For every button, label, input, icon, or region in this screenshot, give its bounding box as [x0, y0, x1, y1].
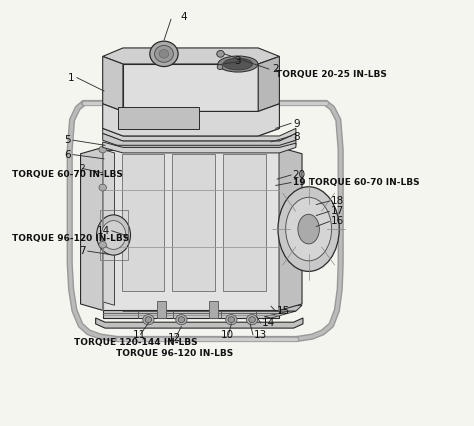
- Circle shape: [159, 50, 169, 58]
- Polygon shape: [103, 128, 296, 141]
- Text: 19 TORQUE 60-70 IN-LBS: 19 TORQUE 60-70 IN-LBS: [292, 178, 419, 187]
- Ellipse shape: [286, 197, 332, 261]
- Polygon shape: [123, 64, 258, 112]
- Ellipse shape: [278, 187, 339, 271]
- Text: 3: 3: [234, 57, 240, 66]
- Text: 17: 17: [331, 206, 345, 216]
- Circle shape: [226, 314, 237, 325]
- Ellipse shape: [218, 56, 258, 72]
- Polygon shape: [103, 311, 279, 318]
- Text: 16: 16: [331, 216, 345, 227]
- Text: 6: 6: [64, 150, 71, 160]
- Polygon shape: [103, 133, 296, 147]
- Polygon shape: [173, 154, 215, 291]
- Polygon shape: [121, 154, 164, 291]
- Text: 11: 11: [132, 330, 146, 340]
- Text: TORQUE 20-25 IN-LBS: TORQUE 20-25 IN-LBS: [276, 70, 386, 79]
- Text: 14: 14: [262, 318, 275, 328]
- Text: TORQUE 96-120 IN-LBS: TORQUE 96-120 IN-LBS: [116, 349, 233, 358]
- Circle shape: [99, 184, 107, 191]
- Text: 1: 1: [68, 72, 74, 83]
- Circle shape: [246, 314, 258, 325]
- Text: 2: 2: [273, 64, 279, 74]
- Text: 12: 12: [168, 333, 182, 343]
- Circle shape: [176, 314, 187, 325]
- Polygon shape: [118, 107, 199, 129]
- Polygon shape: [279, 147, 302, 311]
- Polygon shape: [96, 318, 303, 328]
- Ellipse shape: [298, 214, 319, 244]
- Text: 2: 2: [79, 164, 85, 173]
- Bar: [157, 301, 166, 318]
- Text: 4: 4: [181, 12, 188, 23]
- Circle shape: [249, 317, 255, 322]
- Text: 14: 14: [97, 226, 110, 236]
- Ellipse shape: [101, 221, 126, 249]
- Text: TORQUE 96-120 IN-LBS: TORQUE 96-120 IN-LBS: [12, 234, 129, 243]
- Text: TORQUE 120-144 IN-LBS: TORQUE 120-144 IN-LBS: [74, 337, 198, 347]
- Text: 9: 9: [293, 119, 300, 129]
- Text: 8: 8: [293, 132, 300, 142]
- Circle shape: [143, 314, 154, 325]
- Polygon shape: [223, 154, 266, 291]
- Circle shape: [155, 46, 173, 62]
- Text: 15: 15: [277, 306, 290, 316]
- Circle shape: [178, 317, 185, 322]
- Text: 20: 20: [292, 170, 306, 180]
- Polygon shape: [81, 147, 103, 311]
- Polygon shape: [258, 56, 279, 112]
- Polygon shape: [103, 142, 296, 153]
- Polygon shape: [103, 56, 123, 112]
- Polygon shape: [103, 140, 296, 150]
- Text: 10: 10: [221, 330, 234, 340]
- Circle shape: [99, 146, 107, 153]
- Circle shape: [217, 51, 224, 57]
- Text: 18: 18: [331, 196, 345, 206]
- Ellipse shape: [97, 215, 130, 255]
- Polygon shape: [103, 150, 115, 305]
- Circle shape: [145, 317, 152, 322]
- Polygon shape: [123, 305, 302, 311]
- Text: 5: 5: [64, 135, 71, 145]
- Bar: [209, 301, 218, 318]
- Ellipse shape: [223, 58, 253, 70]
- Polygon shape: [103, 147, 279, 311]
- Text: 7: 7: [80, 246, 86, 256]
- Circle shape: [217, 64, 223, 69]
- Text: 13: 13: [254, 330, 267, 340]
- Circle shape: [99, 242, 107, 248]
- Text: TORQUE 60-70 IN-LBS: TORQUE 60-70 IN-LBS: [12, 170, 123, 178]
- Circle shape: [150, 41, 178, 66]
- Polygon shape: [103, 48, 279, 64]
- Polygon shape: [264, 311, 296, 318]
- Polygon shape: [103, 104, 279, 136]
- Circle shape: [228, 317, 235, 322]
